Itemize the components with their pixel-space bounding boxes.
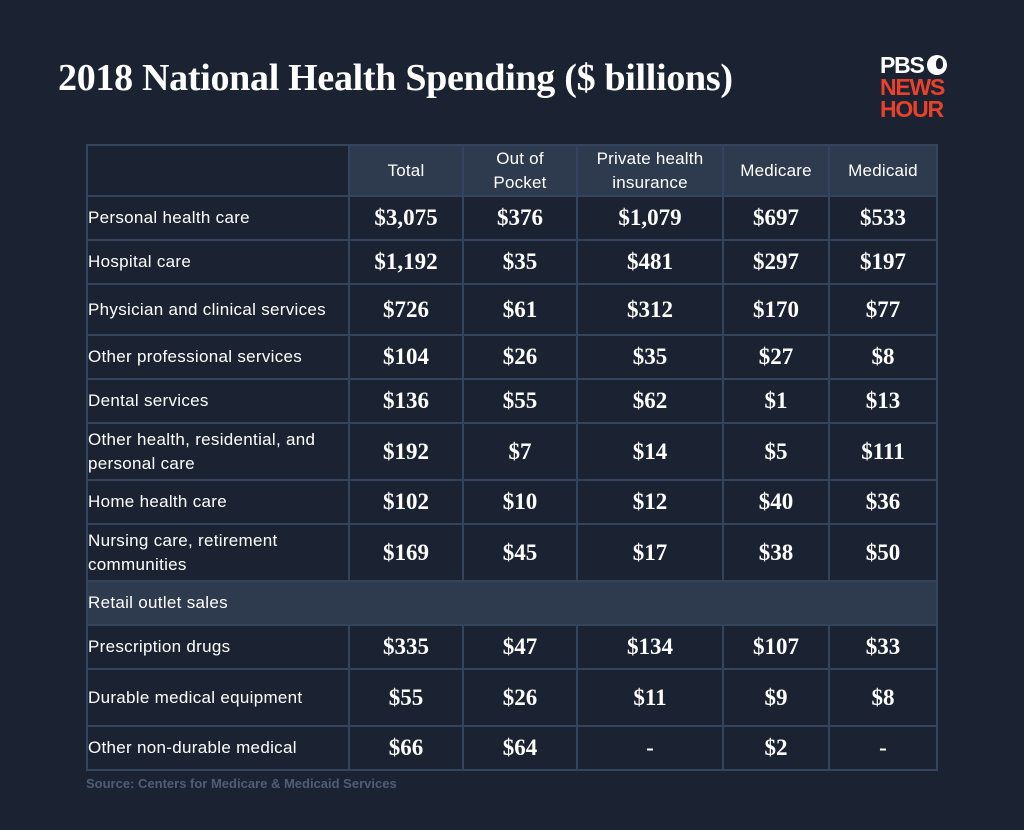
value-cell: $1,192 — [348, 239, 464, 285]
value-cell: $36 — [828, 479, 938, 525]
value-cell: $27 — [722, 334, 830, 380]
value-cell: $12 — [576, 479, 724, 525]
value-cell: $134 — [576, 624, 724, 670]
table-row: Nursing care, retirement communities $169… — [86, 523, 938, 582]
value-cell: $1 — [722, 378, 830, 424]
table-row: Prescription drugs $335 $47 $134 $107 $33 — [86, 624, 938, 670]
value-cell: $11 — [576, 668, 724, 727]
value-cell: $10 — [462, 479, 578, 525]
value-cell: $5 — [722, 422, 830, 481]
header-row: Total Out of Pocket Private health insur… — [86, 144, 938, 197]
value-cell: $7 — [462, 422, 578, 481]
value-cell: $14 — [576, 422, 724, 481]
table-row: Personal health care $3,075 $376 $1,079 $697… — [86, 195, 938, 241]
value-cell: $9 — [722, 668, 830, 727]
table-row: Home health care $102 $10 $12 $40 $36 — [86, 479, 938, 525]
value-cell: $481 — [576, 239, 724, 285]
logo-line-1: PBS — [880, 52, 925, 78]
row-label: Home health care — [86, 479, 350, 525]
chart-title: 2018 National Health Spending ($ billion… — [58, 57, 733, 99]
value-cell: $297 — [722, 239, 830, 285]
column-header-medicaid: Medicaid — [828, 144, 938, 197]
column-header-medicare: Medicare — [722, 144, 830, 197]
value-cell: $104 — [348, 334, 464, 380]
row-label: Dental services — [86, 378, 350, 424]
row-label: Durable medical equipment — [86, 668, 350, 727]
spending-table: Total Out of Pocket Private health insur… — [86, 144, 938, 771]
row-label: Personal health care — [86, 195, 350, 241]
logo-line-2: NEWS — [880, 74, 945, 100]
table-body: Personal health care $3,075 $376 $1,079 $697… — [86, 195, 938, 771]
table-row: Hospital care $1,192 $35 $481 $297 $197 — [86, 239, 938, 285]
value-cell: $197 — [828, 239, 938, 285]
value-cell: $77 — [828, 283, 938, 336]
table-row: Durable medical equipment $55 $26 $11 $9 $8 — [86, 668, 938, 727]
table-row: Other professional services $104 $26 $35 $27… — [86, 334, 938, 380]
value-cell: $8 — [828, 668, 938, 727]
value-cell: $62 — [576, 378, 724, 424]
value-cell: $26 — [462, 668, 578, 727]
row-label: Other professional services — [86, 334, 350, 380]
value-cell: $102 — [348, 479, 464, 525]
value-cell: $169 — [348, 523, 464, 582]
row-label: Nursing care, retirement communities — [86, 523, 350, 582]
header-corner — [86, 144, 350, 197]
value-cell: $61 — [462, 283, 578, 336]
value-cell: $1,079 — [576, 195, 724, 241]
value-cell: $50 — [828, 523, 938, 582]
value-cell: $45 — [462, 523, 578, 582]
row-label: Prescription drugs — [86, 624, 350, 670]
value-cell: $3,075 — [348, 195, 464, 241]
value-cell: $312 — [576, 283, 724, 336]
value-cell: $35 — [576, 334, 724, 380]
value-cell: $136 — [348, 378, 464, 424]
value-cell: $26 — [462, 334, 578, 380]
value-cell: $55 — [348, 668, 464, 727]
table-row: Physician and clinical services $726 $61 $3… — [86, 283, 938, 336]
table-row: Dental services $136 $55 $62 $1 $13 — [86, 378, 938, 424]
value-cell: $697 — [722, 195, 830, 241]
value-cell: $2 — [722, 725, 830, 771]
value-cell: $35 — [462, 239, 578, 285]
value-cell: $170 — [722, 283, 830, 336]
pbs-head-icon — [926, 55, 947, 75]
value-cell: $192 — [348, 422, 464, 481]
table-row: Other non-durable medical $66 $64- $2- — [86, 725, 938, 771]
value-cell: $376 — [462, 195, 578, 241]
value-cell: $533 — [828, 195, 938, 241]
value-cell: $64 — [462, 725, 578, 771]
value-cell: $66 — [348, 725, 464, 771]
column-header-private-insurance: Private health insurance — [576, 144, 724, 197]
value-cell: $335 — [348, 624, 464, 670]
column-header-total: Total — [348, 144, 464, 197]
row-label: Other non-durable medical — [86, 725, 350, 771]
column-header-out-of-pocket: Out of Pocket — [462, 144, 578, 197]
value-cell: $55 — [462, 378, 578, 424]
logo-line-3: HOUR — [880, 96, 944, 122]
value-cell: $38 — [722, 523, 830, 582]
value-cell: $40 — [722, 479, 830, 525]
table-row: Other health, residential, and personal … — [86, 422, 938, 481]
section-label: Retail outlet sales — [86, 580, 938, 626]
value-cell: - — [828, 725, 938, 771]
row-label: Other health, residential, and personal … — [86, 422, 350, 481]
pbs-newshour-logo: PBS NEWS HOUR — [880, 52, 947, 122]
value-cell: $17 — [576, 523, 724, 582]
value-cell: $726 — [348, 283, 464, 336]
source-note: Source: Centers for Medicare & Medicaid … — [86, 776, 397, 791]
value-cell: $107 — [722, 624, 830, 670]
value-cell: $8 — [828, 334, 938, 380]
row-label: Hospital care — [86, 239, 350, 285]
value-cell: - — [576, 725, 724, 771]
section-row: Retail outlet sales — [86, 580, 938, 626]
value-cell: $111 — [828, 422, 938, 481]
row-label: Physician and clinical services — [86, 283, 350, 336]
value-cell: $33 — [828, 624, 938, 670]
value-cell: $13 — [828, 378, 938, 424]
value-cell: $47 — [462, 624, 578, 670]
